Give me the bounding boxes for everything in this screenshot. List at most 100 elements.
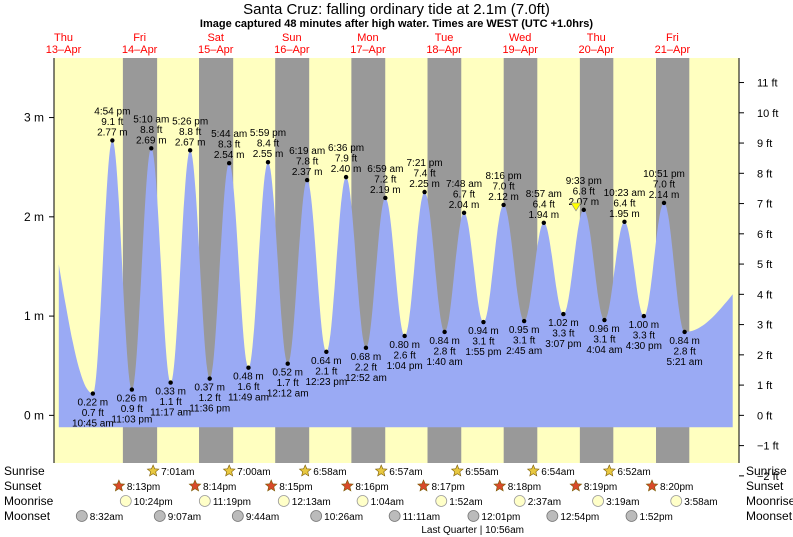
low-tide-label: 2.1 ft xyxy=(315,366,337,377)
y-tick-label: 3 m xyxy=(24,111,44,125)
y2-tick-label: 6 ft xyxy=(757,229,772,241)
y2-tick-label: −2 ft xyxy=(757,471,779,483)
sunrise-icon xyxy=(298,464,312,477)
high-tide-label: 6.4 ft xyxy=(533,199,555,210)
high-tide-label: 6:59 am xyxy=(367,164,403,175)
y2-tick-label: 5 ft xyxy=(757,259,772,271)
y-tick-label: 0 m xyxy=(24,408,44,422)
moonrise-icon xyxy=(119,495,132,507)
y2-tick-label: 11 ft xyxy=(757,78,778,90)
high-tide-label: 1.94 m xyxy=(529,210,560,221)
tide-low-point xyxy=(324,349,329,355)
tide-high-point xyxy=(581,207,586,213)
low-tide-label: 1:04 pm xyxy=(387,361,423,372)
day-of-week-label: Sun xyxy=(282,32,302,44)
high-tide-label: 6:36 pm xyxy=(328,143,364,154)
high-tide-label: 7:21 pm xyxy=(406,158,442,169)
moonrise-time: 1:52am xyxy=(449,497,482,508)
moonset-time: 12:01pm xyxy=(481,512,520,523)
tide-low-point xyxy=(168,380,173,385)
moonset-row-label: Moonset xyxy=(4,509,51,523)
low-tide-label: 2.6 ft xyxy=(394,350,416,361)
high-tide-label: 6.8 ft xyxy=(573,186,595,197)
y2-tick-label: 0 ft xyxy=(757,410,772,422)
sunrise-icon xyxy=(450,464,464,477)
tide-low-point xyxy=(129,387,135,392)
sunrise-time: 7:00am xyxy=(237,467,270,478)
moonrise-time: 12:13am xyxy=(292,497,331,508)
tide-high-point xyxy=(110,138,115,143)
sunset-icon xyxy=(112,479,126,492)
date-label: 13–Apr xyxy=(46,44,82,56)
high-tide-label: 2.77 m xyxy=(97,127,128,138)
moonrise-icon xyxy=(592,495,604,507)
tide-low-point xyxy=(285,361,290,366)
date-label: 14–Apr xyxy=(122,44,158,56)
moonset-icon xyxy=(75,510,88,522)
tide-high-point xyxy=(541,220,547,225)
moonrise-icon xyxy=(670,495,683,507)
moonset-icon xyxy=(546,510,559,522)
low-tide-label: 11:36 pm xyxy=(189,404,230,415)
y2-tick-label: 10 ft xyxy=(757,108,778,120)
sunrise-row-label: Sunrise xyxy=(4,464,45,478)
low-tide-label: 3.1 ft xyxy=(472,337,494,348)
high-tide-label: 8:57 am xyxy=(526,189,562,200)
high-tide-label: 7.2 ft xyxy=(374,174,396,185)
sunrise-icon xyxy=(374,464,388,477)
sunrise-time: 6:57am xyxy=(389,467,422,478)
low-tide-label: 0.22 m xyxy=(78,398,109,409)
low-tide-label: 0.37 m xyxy=(194,383,225,394)
high-tide-label: 8.4 ft xyxy=(257,139,279,150)
sunrise-time: 6:55am xyxy=(465,467,498,478)
moonset-time: 1:52pm xyxy=(640,512,673,523)
sunset-icon xyxy=(493,479,507,492)
sunset-time: 8:18pm xyxy=(508,482,541,493)
low-tide-label: 3:07 pm xyxy=(545,339,581,350)
high-tide-label: 9.1 ft xyxy=(101,117,123,128)
y2-tick-label: 7 ft xyxy=(757,199,772,211)
low-tide-label: 12:52 am xyxy=(345,373,387,384)
moonrise-time: 3:19am xyxy=(606,497,639,508)
low-tide-label: 12:12 am xyxy=(267,389,309,400)
sunrise-time: 6:54am xyxy=(541,467,574,478)
high-tide-label: 8:16 pm xyxy=(486,171,522,182)
high-tide-label: 7.0 ft xyxy=(653,179,675,190)
sunrise-icon xyxy=(146,464,160,477)
moon-phase-label: Last Quarter | 10:56am xyxy=(421,525,524,536)
tide-high-point xyxy=(343,174,349,180)
low-tide-label: 0.9 ft xyxy=(121,404,143,415)
low-tide-label: 11:03 pm xyxy=(111,415,152,426)
high-tide-label: 8.8 ft xyxy=(179,127,201,138)
day-of-week-label: Fri xyxy=(133,32,146,44)
low-tide-label: 1.02 m xyxy=(548,318,579,329)
tide-high-point xyxy=(422,189,427,195)
tide-high-point xyxy=(265,160,271,165)
sunrise-icon xyxy=(526,464,540,477)
low-tide-label: 12:23 pm xyxy=(305,377,347,388)
moonset-icon xyxy=(231,510,244,522)
tide-low-point xyxy=(402,333,407,339)
day-of-week-label: Thu xyxy=(587,32,606,44)
low-tide-label: 0.64 m xyxy=(311,356,342,367)
tide-low-point xyxy=(641,313,647,319)
moonset-icon xyxy=(388,510,401,522)
moonset-time: 12:54pm xyxy=(560,512,599,523)
date-label: 19–Apr xyxy=(502,44,538,56)
low-tide-label: 2.2 ft xyxy=(355,362,377,373)
tide-high-point xyxy=(226,161,232,166)
sunset-icon xyxy=(188,479,202,492)
sunset-time: 8:13pm xyxy=(127,482,160,493)
moonset-time: 8:32am xyxy=(90,512,123,523)
sunset-row-label-right: Sunset xyxy=(746,479,784,493)
low-tide-label: 1.6 ft xyxy=(237,382,259,393)
moonrise-time: 11:19pm xyxy=(213,497,251,508)
low-tide-label: 4:04 am xyxy=(586,345,622,356)
low-tide-label: 3.3 ft xyxy=(552,329,574,340)
sunset-row-label: Sunset xyxy=(4,479,42,493)
tide-low-point xyxy=(90,391,96,396)
tide-high-point xyxy=(461,210,467,216)
sunset-time: 8:20pm xyxy=(660,482,693,493)
moonset-time: 11:11am xyxy=(403,512,440,523)
